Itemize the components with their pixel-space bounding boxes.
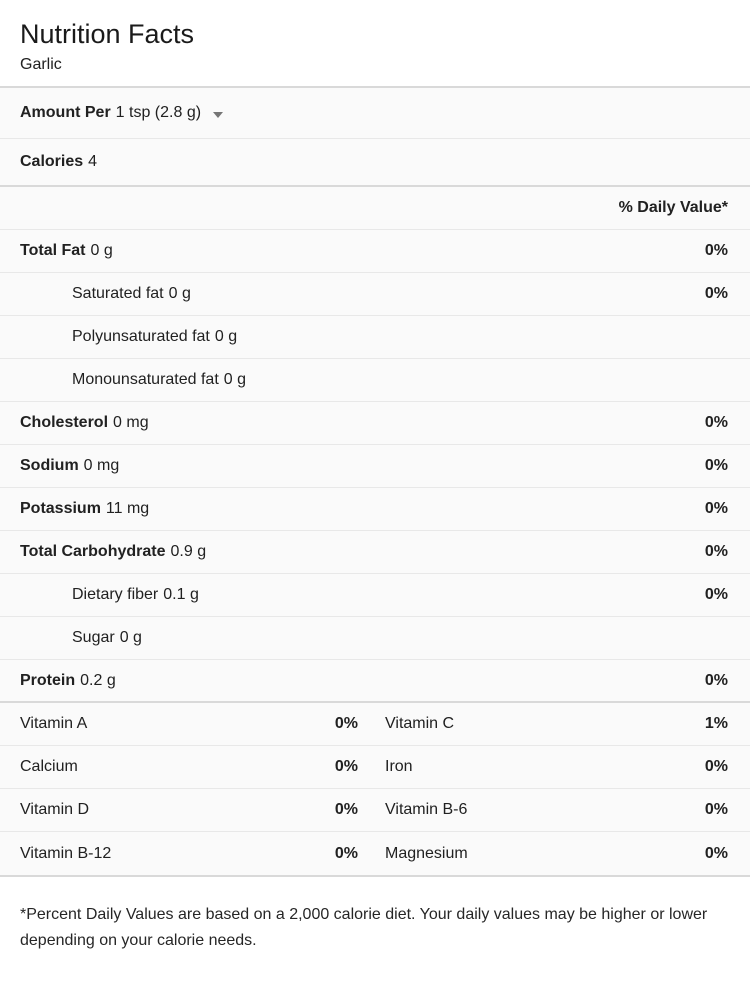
serving-size-row: Amount Per 1 tsp (2.8 g) <box>0 88 750 139</box>
micronutrient-daily-value: 0% <box>704 758 728 775</box>
nutrient-daily-value: 0% <box>704 586 728 603</box>
serving-size-value: 1 tsp (2.8 g) <box>115 104 202 121</box>
micronutrient-row: Calcium 0% Iron 0% <box>0 746 750 789</box>
micronutrient-row: Vitamin B-12 0% Magnesium 0% <box>0 832 750 875</box>
calories-value: 4 <box>88 153 98 170</box>
page-title: Nutrition Facts <box>20 19 195 49</box>
nutrient-amount: 0 g <box>214 328 238 345</box>
nutrient-daily-value: 0% <box>704 242 728 259</box>
nutrient-amount: 11 mg <box>105 500 150 517</box>
nutrient-amount: 0 g <box>90 242 113 259</box>
nutrient-label: Sugar <box>72 629 115 646</box>
panel-header: Nutrition Facts Garlic <box>0 0 750 75</box>
nutrient-amount: 0 mg <box>83 457 120 474</box>
nutrient-label: Total Carbohydrate <box>20 543 166 560</box>
nutrient-row: Dietary fiber 0.1 g 0% <box>0 574 750 617</box>
nutrient-amount: 0 g <box>223 371 247 388</box>
nutrient-label: Monounsaturated fat <box>72 371 219 388</box>
micronutrient-rows: Vitamin A 0% Vitamin C 1% Calcium 0% Iro… <box>0 703 750 875</box>
micronutrient-daily-value: 0% <box>334 844 358 862</box>
nutrient-amount: 0.2 g <box>80 671 116 689</box>
serving-size-label: Amount Per <box>20 104 111 121</box>
nutrient-row: Saturated fat 0 g 0% <box>0 273 750 316</box>
micronutrient-label: Vitamin C <box>385 715 455 732</box>
nutrition-table: Amount Per 1 tsp (2.8 g) Calories 4 % Dail… <box>0 86 750 877</box>
micronutrient-daily-value: 0% <box>334 715 358 732</box>
nutrient-daily-value: 0% <box>704 414 728 431</box>
micronutrient-label: Calcium <box>20 758 78 775</box>
nutrient-label: Potassium <box>20 500 101 517</box>
daily-value-footnote: *Percent Daily Values are based on a 2,0… <box>0 877 735 954</box>
nutrient-amount: 0 mg <box>113 414 149 431</box>
micronutrient-label: Iron <box>385 758 413 775</box>
nutrient-label: Dietary fiber <box>72 586 159 603</box>
serving-size-selector[interactable]: Amount Per 1 tsp (2.8 g) <box>20 104 224 122</box>
nutrient-amount: 0 g <box>168 285 191 302</box>
micronutrient-label: Vitamin D <box>20 801 90 818</box>
nutrient-label: Sodium <box>20 457 79 474</box>
micronutrient-daily-value: 1% <box>704 715 728 732</box>
micronutrient-daily-value: 0% <box>334 758 358 775</box>
nutrient-label: Protein <box>20 671 76 689</box>
nutrient-label: Polyunsaturated fat <box>72 328 210 345</box>
nutrient-row: Total Carbohydrate 0.9 g 0% <box>0 531 750 574</box>
food-name: Garlic <box>20 56 62 73</box>
daily-value-header-row: % Daily Value* <box>0 187 750 230</box>
nutrient-amount: 0 g <box>119 629 142 646</box>
micronutrient-label: Vitamin A <box>20 715 88 732</box>
daily-value-header: % Daily Value* <box>618 199 728 216</box>
nutrient-row: Potassium 11 mg 0% <box>0 488 750 531</box>
calories-label: Calories <box>20 153 84 170</box>
nutrient-label: Total Fat <box>20 242 86 259</box>
nutrient-amount: 0.1 g <box>163 586 199 603</box>
micronutrient-daily-value: 0% <box>704 844 728 862</box>
nutrient-rows: Total Fat 0 g 0% Saturated fat 0 g 0% Poly… <box>0 230 750 703</box>
micronutrient-daily-value: 0% <box>704 801 728 818</box>
nutrient-row: Polyunsaturated fat 0 g <box>0 316 750 359</box>
nutrient-row: Monounsaturated fat 0 g <box>0 359 750 402</box>
nutrient-row: Total Fat 0 g 0% <box>0 230 750 273</box>
nutrient-label: Cholesterol <box>20 414 109 431</box>
calories-row: Calories 4 <box>0 139 750 187</box>
micronutrient-label: Vitamin B-6 <box>385 801 468 818</box>
nutrient-daily-value: 0% <box>704 671 728 689</box>
nutrient-daily-value: 0% <box>704 543 728 560</box>
nutrient-daily-value: 0% <box>704 500 728 517</box>
nutrient-row: Cholesterol 0 mg 0% <box>0 402 750 445</box>
micronutrient-row: Vitamin A 0% Vitamin C 1% <box>0 703 750 746</box>
nutrient-row: Sodium 0 mg 0% <box>0 445 750 488</box>
micronutrient-label: Magnesium <box>385 844 468 862</box>
micronutrient-label: Vitamin B-12 <box>20 844 112 862</box>
nutrient-daily-value: 0% <box>704 285 728 302</box>
nutrient-row: Sugar 0 g <box>0 617 750 660</box>
chevron-down-icon <box>213 111 224 118</box>
micronutrient-row: Vitamin D 0% Vitamin B-6 0% <box>0 789 750 832</box>
micronutrient-daily-value: 0% <box>334 801 358 818</box>
nutrient-daily-value: 0% <box>704 457 728 474</box>
nutrient-label: Saturated fat <box>72 285 164 302</box>
nutrient-amount: 0.9 g <box>170 543 207 560</box>
nutrient-row: Protein 0.2 g 0% <box>0 660 750 703</box>
